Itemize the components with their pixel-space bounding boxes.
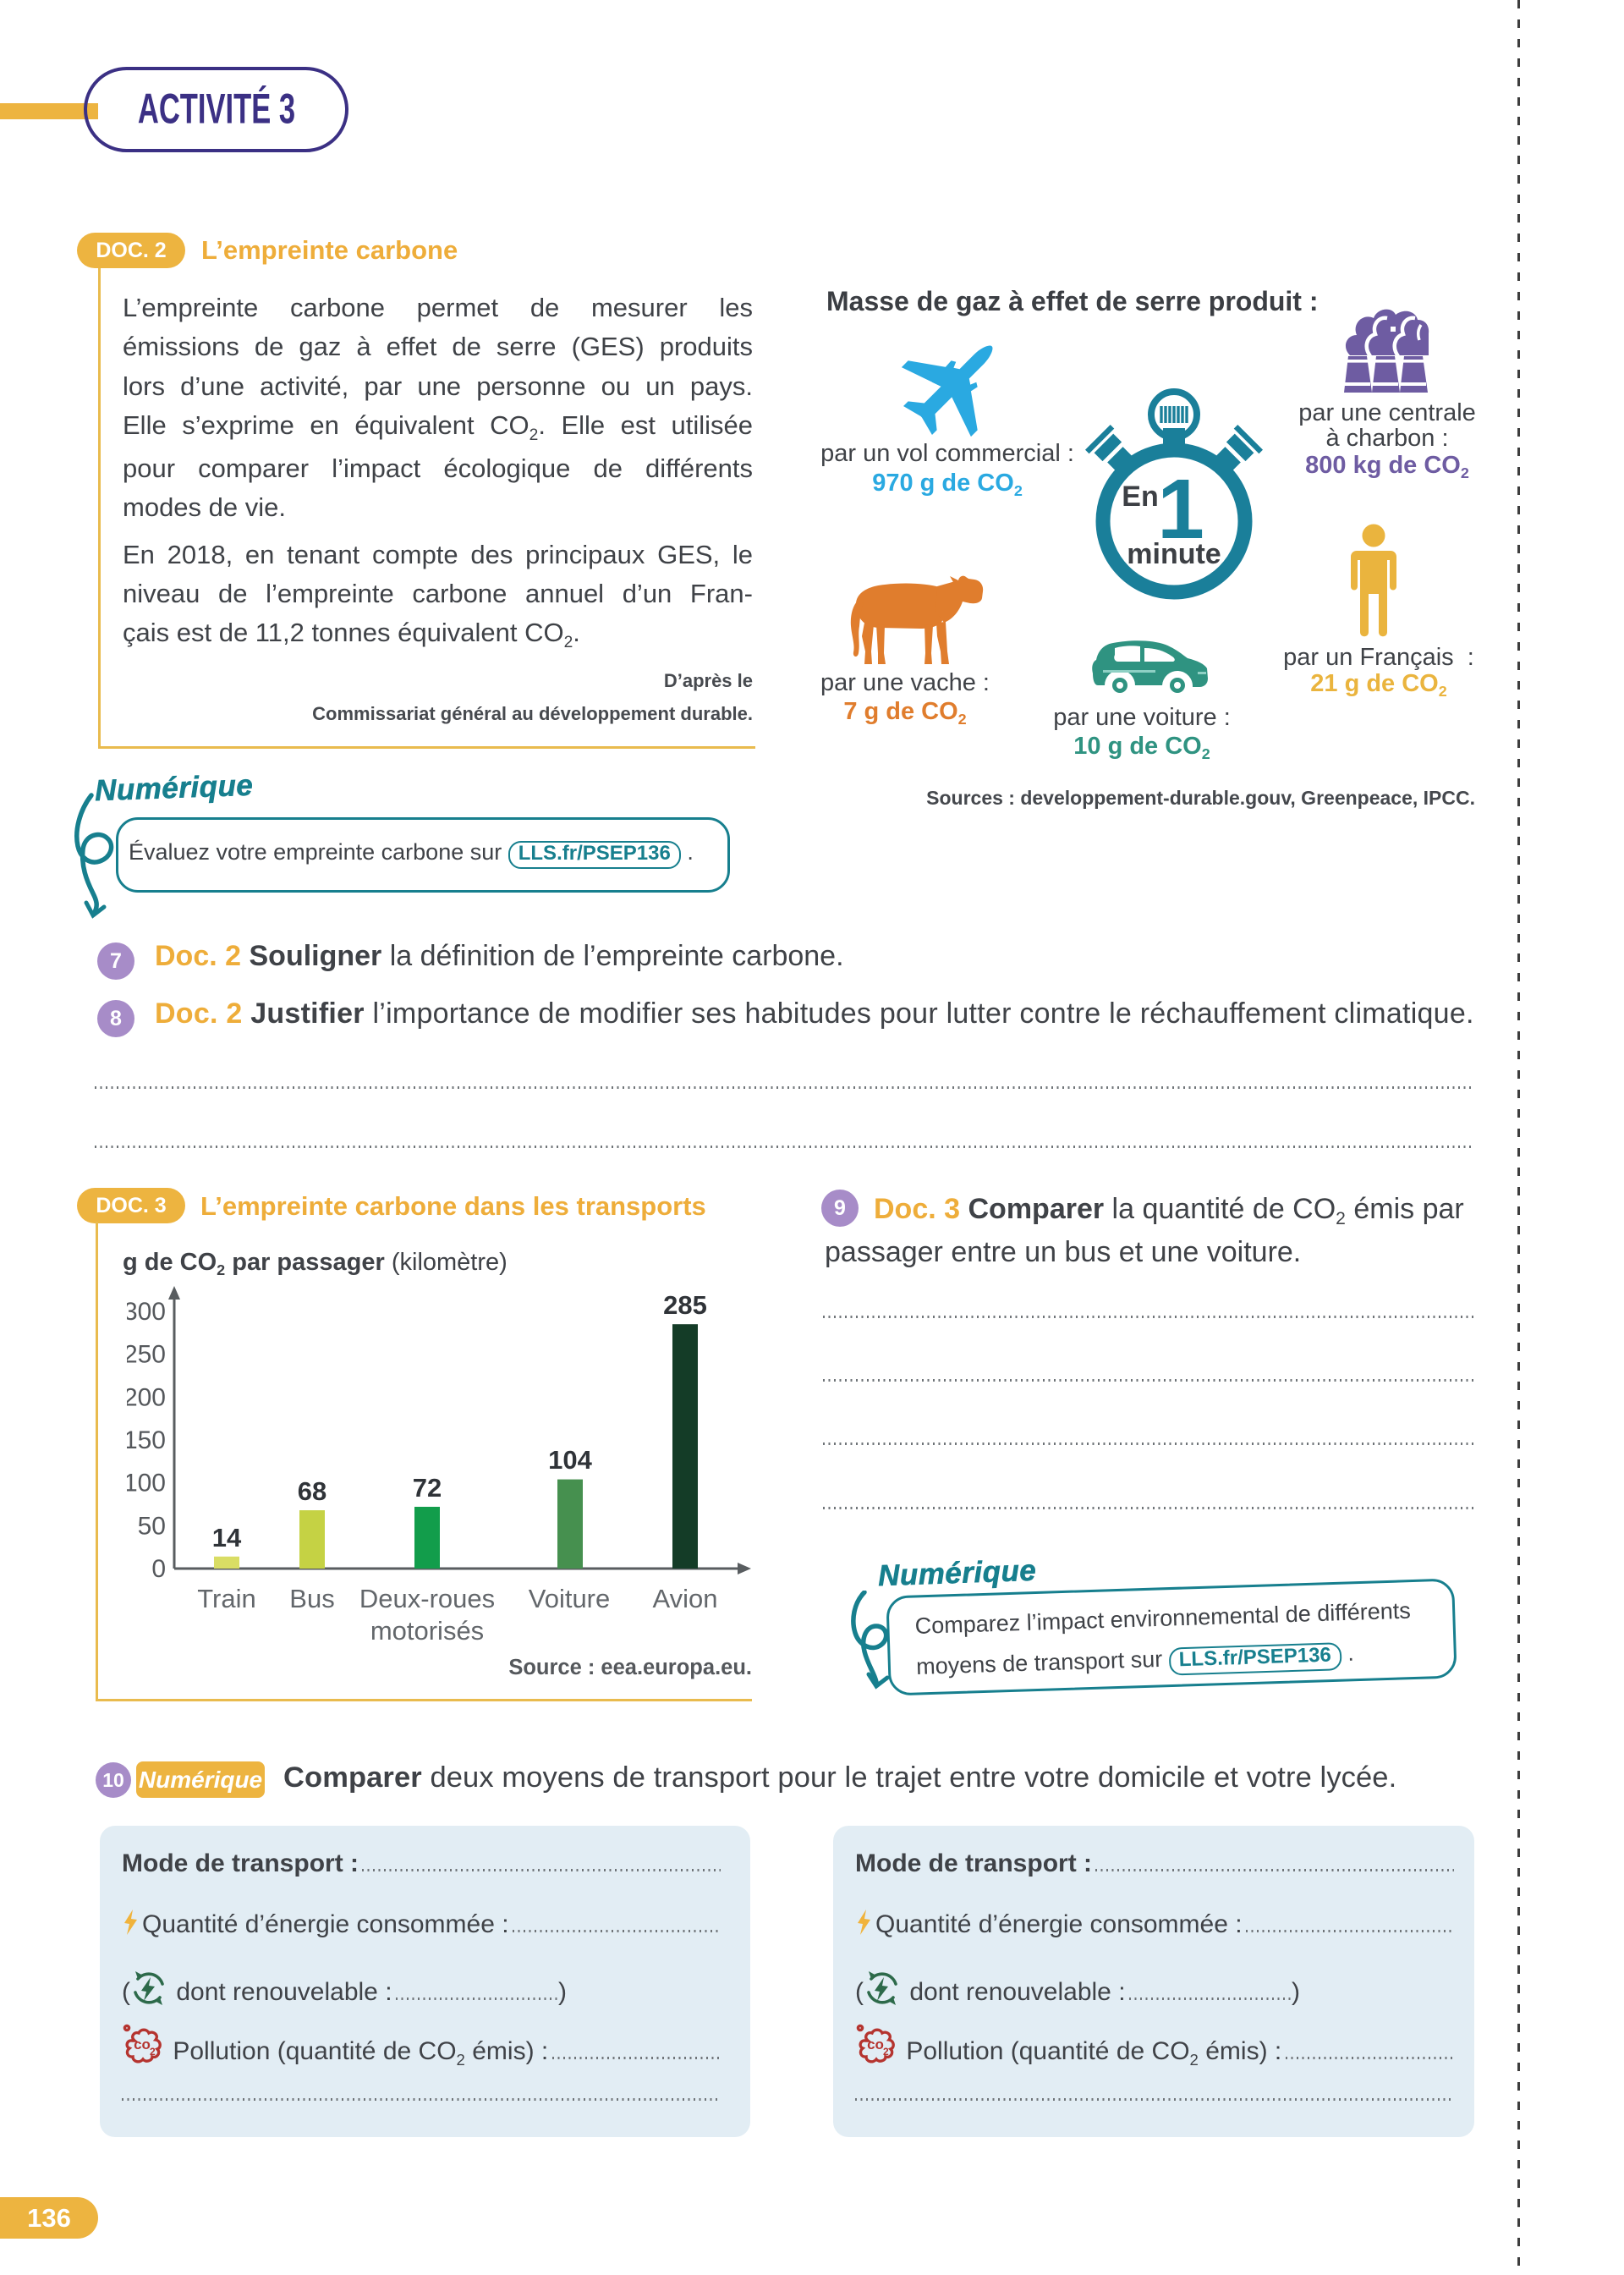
svg-text:104: 104 [548,1445,592,1475]
svg-text:Bus: Bus [289,1584,334,1613]
svg-text:50: 50 [138,1512,166,1540]
svg-text:co: co [134,2036,151,2052]
svg-text:2: 2 [150,2046,156,2058]
svg-text:motorisés: motorisés [370,1616,484,1646]
svg-text:minute: minute [1127,538,1221,570]
svg-text:150: 150 [127,1426,166,1454]
svg-text:285: 285 [663,1290,707,1320]
svg-text:200: 200 [127,1383,166,1411]
svg-text:2: 2 [883,2046,889,2058]
svg-text:100: 100 [127,1470,166,1497]
svg-text:1: 1 [1157,462,1204,557]
svg-text:72: 72 [413,1473,442,1503]
svg-text:Avion: Avion [653,1584,718,1613]
svg-text:14: 14 [212,1523,242,1552]
svg-text:co: co [867,2036,884,2052]
svg-text:300: 300 [127,1298,166,1326]
svg-text:250: 250 [127,1341,166,1369]
svg-text:68: 68 [298,1476,326,1506]
svg-text:0: 0 [151,1555,166,1583]
svg-text:Voiture: Voiture [529,1584,611,1613]
svg-text:Train: Train [197,1584,255,1613]
svg-text:En: En [1122,481,1158,513]
svg-text:Deux-roues: Deux-roues [359,1584,495,1613]
